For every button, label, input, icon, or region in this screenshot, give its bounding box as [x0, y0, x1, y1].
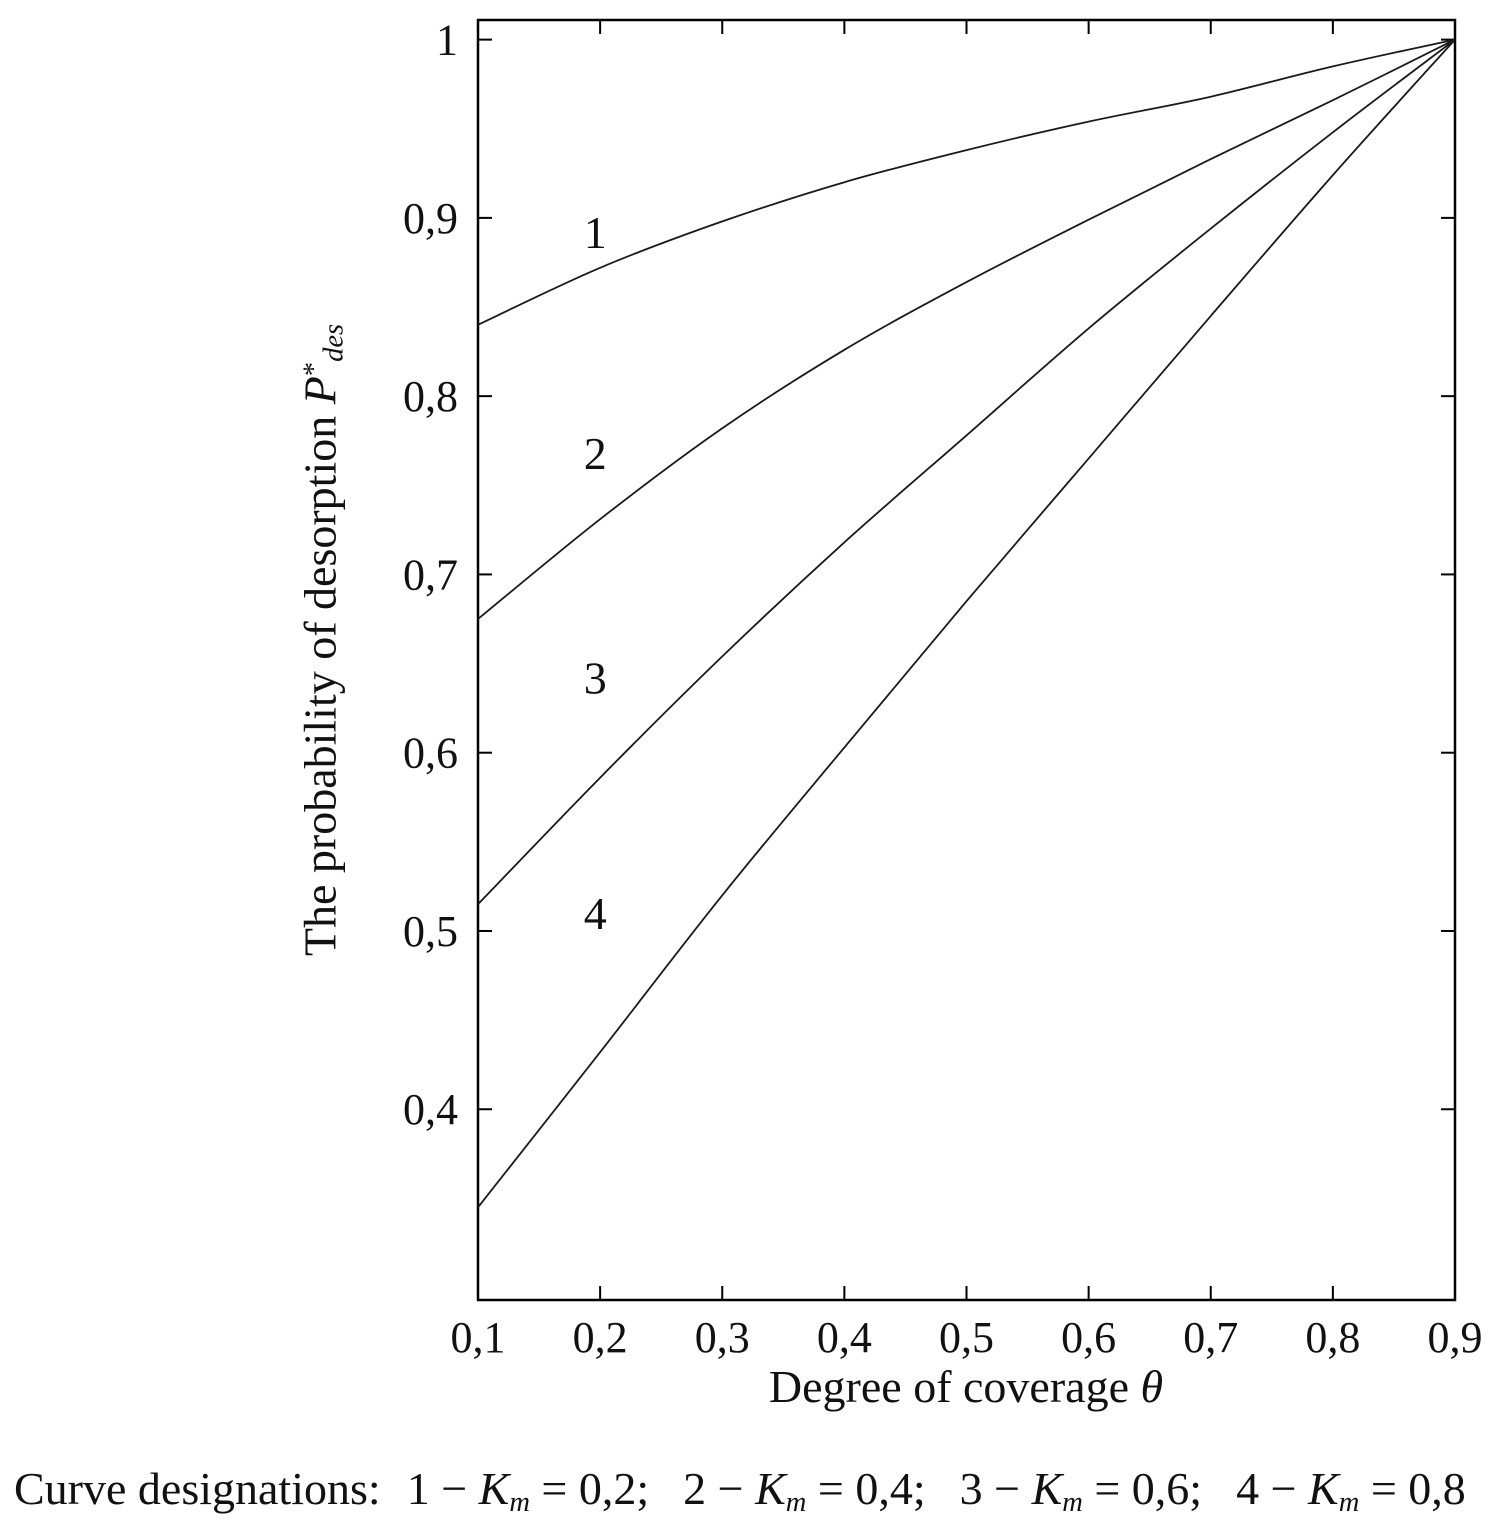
caption-item: 2 − Km = 0,4;	[683, 1463, 926, 1519]
caption-item: 3 − Km = 0,6;	[959, 1463, 1203, 1519]
y-tick-label: 0,8	[403, 372, 458, 421]
x-tick-label: 0,3	[695, 1313, 750, 1362]
y-axis-label-sub: des	[318, 323, 350, 362]
x-axis-label: Degree of coverage θ	[769, 1360, 1163, 1413]
curve-1	[477, 38, 1456, 326]
y-tick-label: 0,7	[403, 550, 458, 599]
x-tick-label: 0,5	[939, 1313, 994, 1362]
y-tick-label: 0,6	[403, 729, 458, 778]
curve-4	[477, 38, 1456, 1208]
curve-label: 1	[584, 207, 607, 258]
axis-box	[476, 18, 1457, 1302]
x-tick-label: 0,6	[1061, 1313, 1116, 1362]
x-tick-label: 0,9	[1428, 1313, 1483, 1362]
x-tick-label: 0,1	[451, 1313, 506, 1362]
curve-label: 3	[584, 653, 607, 704]
x-tick-label: 0,8	[1305, 1313, 1360, 1362]
y-tick-label: 0,5	[403, 907, 458, 956]
caption-items: 1 − Km = 0,2; 2 − Km = 0,4; 3 − Km = 0,6; 4…	[406, 1463, 1500, 1519]
y-tick-label: 0,9	[403, 194, 458, 243]
curve-2	[477, 38, 1456, 620]
caption-item: 4 − Km = 0,8	[1236, 1463, 1466, 1519]
y-axis-label-sup: *	[298, 361, 330, 377]
curve-label: 4	[584, 888, 607, 939]
y-tick-label: 1	[436, 16, 458, 65]
x-tick-label: 0,2	[573, 1313, 628, 1362]
y-axis-label-text: The probability of desorption	[294, 404, 346, 957]
caption-prefix: Curve designations:	[14, 1463, 381, 1514]
x-tick-label: 0,7	[1183, 1313, 1238, 1362]
x-axis-label-text: Degree of coverage	[768, 1361, 1141, 1412]
x-tick-label: 0,4	[817, 1313, 872, 1362]
caption-item: 1 − Km = 0,2;	[406, 1463, 650, 1519]
y-tick-label: 0,4	[403, 1085, 458, 1134]
curve-label: 2	[584, 428, 607, 479]
x-axis-label-symbol: θ	[1140, 1361, 1164, 1412]
curve-3	[477, 38, 1456, 905]
caption: Curve designations: 1 − Km = 0,2; 2 − Km =…	[14, 1462, 1500, 1519]
y-axis-label-symbol: P	[294, 376, 346, 405]
y-axis-label: The probability of desorption P*des	[293, 324, 350, 956]
